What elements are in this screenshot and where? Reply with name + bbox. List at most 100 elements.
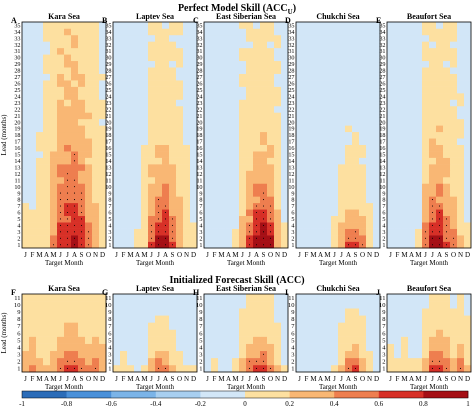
heat-cell [281, 228, 289, 236]
y-tick-label: 15 [105, 152, 111, 159]
heat-cell [345, 343, 353, 352]
heat-cell [43, 22, 51, 29]
heat-cell [50, 22, 58, 29]
heat-cell [422, 86, 430, 94]
heat-cell [22, 131, 30, 139]
heat-cell [296, 93, 304, 100]
heat-cell [359, 215, 367, 223]
heat-cell [113, 336, 121, 344]
x-tick-label: A [163, 375, 168, 383]
heat-cell [450, 215, 458, 223]
y-tick-label: 21 [14, 113, 20, 120]
significance-dot [354, 244, 357, 246]
heat-cell [127, 196, 135, 204]
heat-cell [401, 157, 409, 165]
y-tick-label: 23 [196, 100, 202, 107]
heat-cell [22, 357, 30, 366]
heat-cell [443, 93, 451, 100]
heat-cell [204, 202, 212, 210]
heat-cell [204, 105, 212, 113]
heat-cell [352, 80, 360, 87]
heat-cell [141, 157, 149, 165]
heat-cell [429, 164, 437, 171]
significance-dot [431, 231, 434, 233]
heat-cell [239, 131, 247, 139]
heat-cell [401, 336, 409, 344]
heat-cell [29, 301, 37, 309]
significance-dot [80, 199, 83, 201]
heat-cell [324, 151, 332, 158]
y-tick-label: 12 [105, 171, 111, 178]
x-tick-label: N [184, 251, 189, 259]
heat-cell [303, 170, 311, 178]
heat-cell [113, 315, 121, 323]
heat-cell [204, 183, 212, 191]
heat-cell [29, 105, 37, 113]
heat-cell [43, 112, 51, 120]
heat-cell [366, 235, 374, 242]
heat-cell [457, 54, 465, 62]
panel-frame [112, 293, 198, 373]
heat-cell [155, 189, 163, 197]
heat-cell [394, 34, 402, 42]
heat-cell [218, 357, 226, 366]
heat-cell [387, 235, 395, 242]
heat-cell [324, 22, 332, 29]
heat-cell [359, 86, 367, 94]
heat-cell [281, 54, 289, 62]
heat-cell [338, 215, 346, 223]
heat-cell [155, 99, 163, 107]
heat-cell [162, 183, 170, 191]
heat-cell [317, 144, 325, 152]
y-tick-label: 22 [288, 106, 294, 113]
heat-cell [408, 235, 416, 242]
heat-cell [274, 350, 282, 359]
heat-cell [120, 176, 128, 184]
heat-cell [246, 125, 254, 133]
heat-cell [99, 357, 107, 366]
significance-dot [164, 205, 167, 207]
heat-cell [127, 131, 135, 139]
heat-cell [394, 350, 402, 359]
significance-dot [438, 218, 441, 220]
heat-cell [408, 241, 416, 249]
heat-cell [317, 196, 325, 204]
y-tick-label: 8 [199, 316, 202, 323]
heat-cell [387, 350, 395, 359]
y-tick-label: 18 [105, 132, 111, 139]
heat-cell [57, 357, 65, 366]
y-tick-label: 26 [288, 81, 294, 88]
y-axis-label: Lead (months) [0, 312, 8, 354]
heat-cell [457, 67, 465, 74]
heat-cell [92, 315, 100, 323]
heat-cell [274, 47, 282, 55]
y-tick-label: 13 [379, 164, 385, 171]
heat-cell [310, 308, 318, 316]
y-tick-label: 32 [14, 42, 20, 49]
heat-cell [331, 86, 339, 94]
heat-cell [450, 144, 458, 152]
heat-cell [366, 34, 374, 42]
heat-cell [92, 202, 100, 210]
x-tick-label: A [44, 375, 49, 383]
heat-cell [408, 54, 416, 62]
heat-cell [211, 99, 219, 107]
heat-cell [317, 118, 325, 126]
heat-cell [317, 60, 325, 68]
heat-cell [310, 294, 318, 302]
heat-cell [169, 34, 177, 42]
heat-cell [29, 176, 37, 184]
heat-cell [281, 343, 289, 352]
heat-cell [232, 125, 240, 133]
heat-cell [211, 350, 219, 359]
x-tick-label: D [282, 251, 287, 259]
heat-cell [190, 99, 198, 107]
heat-cell [113, 151, 121, 158]
heat-cell [183, 22, 191, 29]
significance-dot [269, 205, 272, 207]
x-tick-label: J [24, 251, 27, 259]
heat-cell [324, 189, 332, 197]
heat-cell [324, 28, 332, 36]
heat-cell [401, 228, 409, 236]
y-tick-label: 8 [291, 197, 294, 204]
